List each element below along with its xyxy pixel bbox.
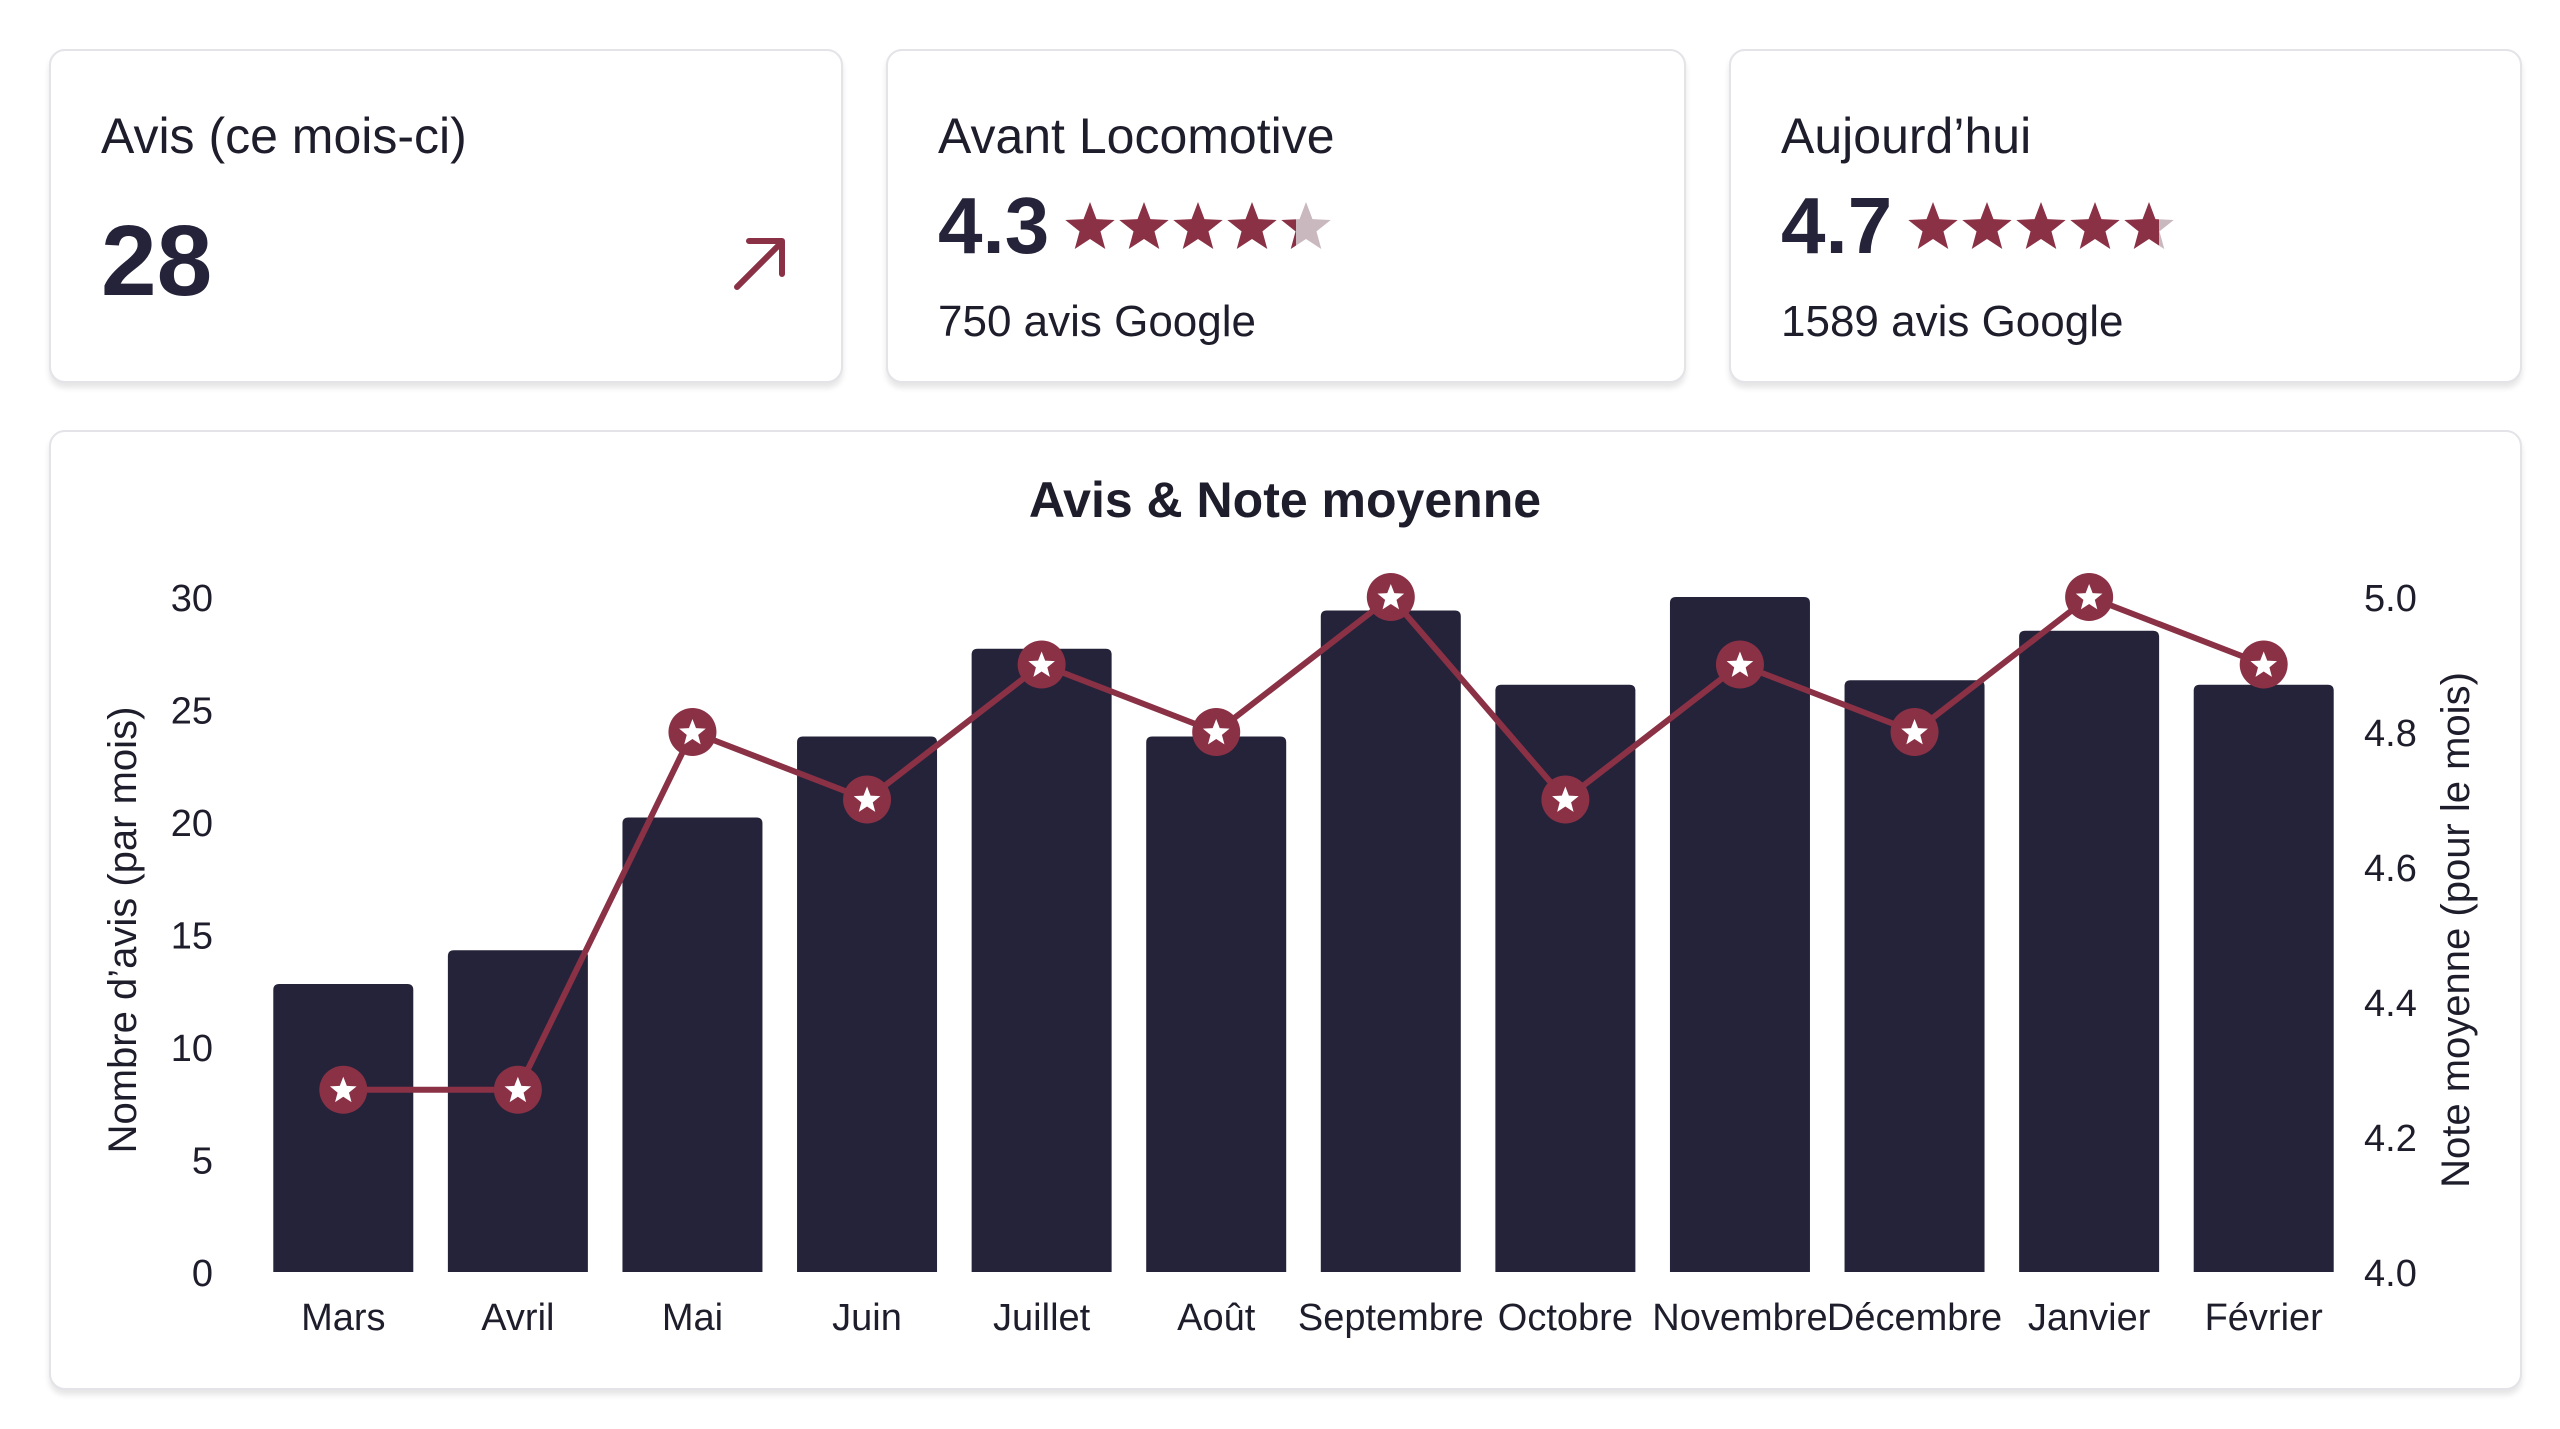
x-axis-tick-label: Février <box>2205 1297 2324 1339</box>
rating-marker-star-icon <box>1541 775 1590 824</box>
bar-juin <box>797 736 938 1272</box>
rating-marker-star-icon <box>2239 640 2288 689</box>
bar-février <box>2193 684 2334 1272</box>
rating-marker-star-icon <box>2065 573 2114 621</box>
bar-décembre <box>1844 680 1985 1272</box>
bar-août <box>1146 736 1287 1272</box>
rating-today-value: 4.7 <box>1781 181 1893 270</box>
bar-mars <box>273 984 414 1272</box>
left-axis-tick-label: 5 <box>192 1141 213 1183</box>
rating-marker-star-icon <box>668 708 717 756</box>
bar-juillet <box>971 648 1112 1272</box>
star-icon <box>1908 202 1958 250</box>
star-icon <box>1227 202 1277 250</box>
star-rating-icon <box>1063 197 1343 255</box>
bar-octobre <box>1495 684 1636 1272</box>
x-axis-tick-label: Décembre <box>1827 1297 2002 1339</box>
rating-today-review-count: 1589 avis Google <box>1781 297 2124 346</box>
left-axis-tick-label: 25 <box>171 691 213 733</box>
rating-today-card: Aujourd’hui 4.7 1589 avis Google <box>1729 49 2522 383</box>
x-axis-tick-label: Juillet <box>993 1297 1091 1339</box>
rating-marker-star-icon <box>493 1065 542 1114</box>
reviews-rating-chart-card: Avis & Note moyenne Nombre d’avis (par m… <box>49 430 2522 1390</box>
right-axis-tick-label: 4.0 <box>2364 1253 2417 1295</box>
bar-septembre <box>1320 610 1461 1272</box>
reviews-this-month-card: Avis (ce mois-ci) 28 <box>49 49 843 383</box>
rating-line <box>343 594 2265 1093</box>
x-axis-tick-label: Mars <box>301 1297 385 1339</box>
star-icon <box>2124 202 2174 250</box>
star-icon <box>1173 202 1223 250</box>
right-axis-label: Note moyenne (pour le mois) <box>2434 672 2478 1188</box>
x-axis-tick-label: Avril <box>481 1297 554 1339</box>
x-axis-tick-label: Septembre <box>1298 1297 1484 1339</box>
left-axis-tick-label: 20 <box>171 803 213 845</box>
bar-janvier <box>2019 630 2160 1272</box>
left-axis-tick-label: 0 <box>192 1253 213 1295</box>
reviews-count-value: 28 <box>101 205 213 317</box>
rating-today-label: Aujourd’hui <box>1781 108 2032 164</box>
rating-before-label: Avant Locomotive <box>938 108 1335 164</box>
star-icon <box>2070 202 2120 250</box>
rating-before-card: Avant Locomotive 4.3 750 avis Google <box>886 49 1686 383</box>
star-icon <box>1962 202 2012 250</box>
bar-mai <box>622 817 763 1272</box>
right-axis-tick-label: 4.8 <box>2364 713 2417 755</box>
left-axis-label: Nombre d’avis (par mois) <box>101 707 145 1154</box>
x-axis-tick-label: Novembre <box>1652 1297 1827 1339</box>
star-icon <box>1119 202 1169 250</box>
x-axis-tick-label: Juin <box>832 1297 902 1339</box>
rating-before-review-count: 750 avis Google <box>938 297 1256 346</box>
bar-novembre <box>1669 597 1810 1272</box>
x-axis-tick-label: Mai <box>662 1297 723 1339</box>
left-axis-tick-label: 10 <box>171 1028 213 1070</box>
rating-marker-star-icon <box>319 1065 368 1114</box>
rating-marker-star-icon <box>1890 708 1939 756</box>
x-axis-tick-label: Août <box>1177 1297 1256 1339</box>
right-axis-tick-label: 5.0 <box>2364 578 2417 620</box>
star-icon <box>1281 202 1331 250</box>
star-rating-icon <box>1906 197 2186 255</box>
star-icon <box>2016 202 2066 250</box>
rating-marker-star-icon <box>1017 640 1066 689</box>
chart-title: Avis & Note moyenne <box>1029 472 1541 528</box>
star-icon <box>1065 202 1115 250</box>
rating-marker-star-icon <box>843 775 892 824</box>
rating-marker-star-icon <box>1192 708 1241 756</box>
right-axis-tick-label: 4.4 <box>2364 983 2417 1025</box>
rating-before-value: 4.3 <box>938 181 1050 270</box>
left-axis-tick-label: 30 <box>171 578 213 620</box>
rating-marker-star-icon <box>1366 573 1415 621</box>
rating-marker-star-icon <box>1715 640 1764 689</box>
reviews-rating-chart: Avis & Note moyenne Nombre d’avis (par m… <box>101 472 2478 1339</box>
reviews-card-label: Avis (ce mois-ci) <box>101 108 467 164</box>
right-axis-tick-label: 4.2 <box>2364 1118 2417 1160</box>
arrow-up-right-icon <box>734 238 785 290</box>
left-axis-tick-label: 15 <box>171 916 213 958</box>
right-axis-tick-label: 4.6 <box>2364 848 2417 890</box>
x-axis-tick-label: Janvier <box>2028 1297 2151 1339</box>
x-axis-tick-label: Octobre <box>1498 1297 1633 1339</box>
